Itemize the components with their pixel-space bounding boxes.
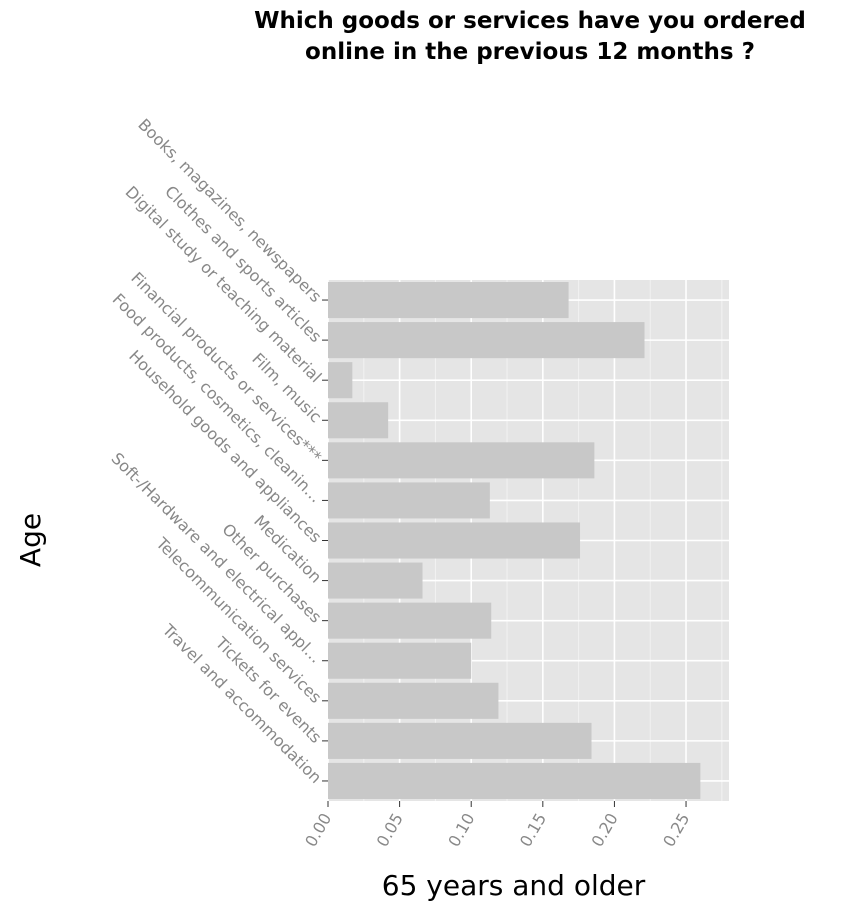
bar xyxy=(328,402,389,439)
x-tick-label: 0.20 xyxy=(588,810,622,850)
x-axis: 0.00 0.05 0.10 0.15 0.20 0.25 xyxy=(301,801,693,850)
x-tick-label: 0.05 xyxy=(373,810,407,850)
x-tick-label: 0.15 xyxy=(516,810,550,850)
bar xyxy=(328,562,423,599)
chart-title-line-2: online in the previous 12 months ? xyxy=(305,39,755,65)
bar xyxy=(328,602,492,639)
bar xyxy=(328,322,645,359)
x-tick-label: 0.10 xyxy=(444,810,478,850)
x-axis-title: 65 years and older xyxy=(382,869,646,902)
bar xyxy=(328,762,701,799)
chart-title: Which goods or services have you ordered… xyxy=(180,6,850,68)
x-tick-label: 0.25 xyxy=(659,810,693,850)
bar xyxy=(328,482,490,519)
bar xyxy=(328,362,353,399)
bar xyxy=(328,722,592,759)
y-axis-title: Age xyxy=(14,513,47,567)
chart-title-line-1: Which goods or services have you ordered xyxy=(254,8,806,34)
bar xyxy=(328,522,581,559)
bar xyxy=(328,682,499,719)
bar xyxy=(328,642,472,679)
bar xyxy=(328,442,595,479)
bars xyxy=(328,282,701,799)
x-tick-label: 0.00 xyxy=(301,810,335,850)
bar xyxy=(328,282,569,319)
